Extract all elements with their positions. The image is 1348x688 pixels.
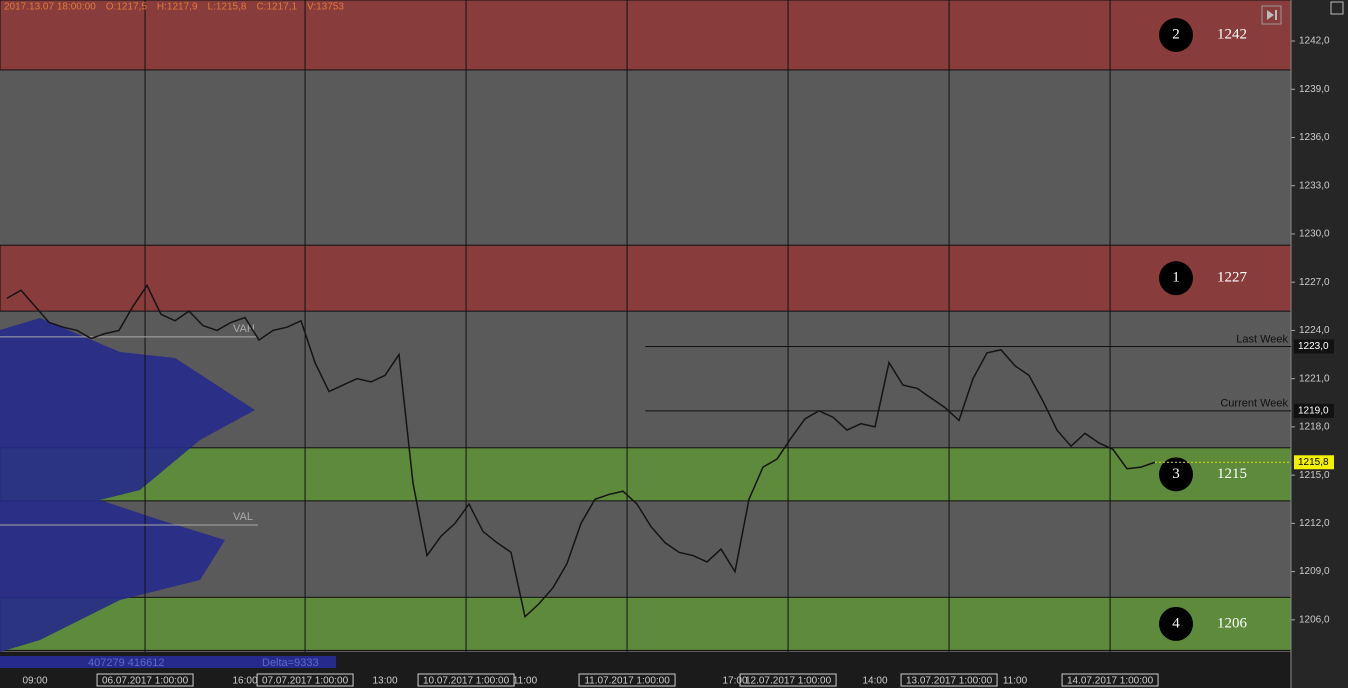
header-info: C:1217,1: [256, 2, 297, 13]
scroll-end-button[interactable]: [1261, 5, 1282, 25]
y-tick-label: 1218,0: [1299, 422, 1330, 433]
date-box: [1061, 673, 1159, 687]
volume-profile: [0, 318, 255, 652]
level-tag: [1294, 403, 1334, 418]
x-tick-label: 16:00: [232, 676, 257, 687]
zone-number: 1: [1172, 270, 1180, 286]
y-tick-label: 1230,0: [1299, 229, 1330, 240]
date-box: [578, 673, 676, 687]
x-tick-label: 13:00: [372, 676, 397, 687]
level-tag: [1294, 339, 1334, 354]
x-tick-label: 11:00: [1003, 676, 1028, 687]
date-box: [256, 673, 354, 687]
current-price-label: 1215,8: [1298, 457, 1329, 468]
level-value: 1223,0: [1298, 341, 1329, 352]
current-price-tag: [1294, 455, 1334, 470]
date-box: [739, 673, 837, 687]
footer-delta: Delta=9333: [262, 657, 319, 669]
y-tick-label: 1236,0: [1299, 132, 1330, 143]
y-tick-label: 1227,0: [1299, 277, 1330, 288]
panel-button[interactable]: [1330, 1, 1344, 15]
header-info: V:13753: [307, 2, 344, 13]
y-tick-label: 1206,0: [1299, 614, 1330, 625]
date-box: [96, 673, 194, 687]
zone: [0, 596, 1292, 651]
x-tick-label: 11:00: [513, 676, 538, 687]
zone-number: 3: [1172, 466, 1180, 482]
zone-label: 1227: [1217, 270, 1248, 286]
date-label: 12.07.2017 1:00:00: [745, 676, 832, 687]
y-tick-label: 1233,0: [1299, 180, 1330, 191]
zone-number: 2: [1172, 26, 1180, 42]
date-box: [900, 673, 998, 687]
zone-number: 4: [1172, 615, 1180, 631]
x-tick-label: 14:00: [862, 676, 887, 687]
zone: [0, 0, 1292, 71]
date-label: 13.07.2017 1:00:00: [906, 676, 993, 687]
date-box: [417, 673, 515, 687]
x-tick-label: 17:00: [722, 676, 747, 687]
y-tick-label: 1221,0: [1299, 373, 1330, 384]
y-tick-label: 1242,0: [1299, 36, 1330, 47]
level-name: Last Week: [1236, 333, 1288, 345]
date-label: 06.07.2017 1:00:00: [102, 676, 189, 687]
header-info: 2017.13.07 18:00:00: [4, 2, 96, 13]
scroll-end-icon: [1267, 10, 1277, 20]
date-label: 07.07.2017 1:00:00: [262, 676, 349, 687]
zone-badge: [1159, 17, 1193, 52]
header-info: L:1215,8: [208, 2, 247, 13]
zone-label: 1242: [1217, 26, 1247, 42]
price-line: [6, 283, 1156, 619]
y-tick-label: 1209,0: [1299, 566, 1330, 577]
date-label: 14.07.2017 1:00:00: [1067, 676, 1154, 687]
y-tick-label: 1212,0: [1299, 518, 1330, 529]
zone-badge: [1159, 606, 1193, 641]
date-label: 11.07.2017 1:00:00: [584, 676, 670, 687]
x-tick-label: 09:00: [22, 676, 47, 687]
zone-label: 1206: [1217, 615, 1248, 631]
y-tick-label: 1224,0: [1299, 325, 1330, 336]
y-tick-label: 1239,0: [1299, 84, 1330, 95]
zone: [0, 244, 1292, 312]
date-label: 10.07.2017 1:00:00: [423, 676, 510, 687]
zone-badge: [1159, 457, 1193, 492]
footer-volumes: 407279 416612: [88, 657, 164, 669]
y-tick-label: 1215,0: [1299, 470, 1330, 481]
zone-badge: [1159, 261, 1193, 296]
profile-label: VAL: [233, 511, 253, 523]
header-info: H:1217,9: [157, 2, 198, 13]
level-value: 1219,0: [1298, 405, 1329, 416]
level-name: Current Week: [1220, 398, 1288, 410]
zone: [0, 447, 1292, 502]
footer-bar: [0, 656, 336, 668]
zone-label: 1215: [1217, 466, 1247, 482]
header-info: O:1217,5: [106, 2, 148, 13]
